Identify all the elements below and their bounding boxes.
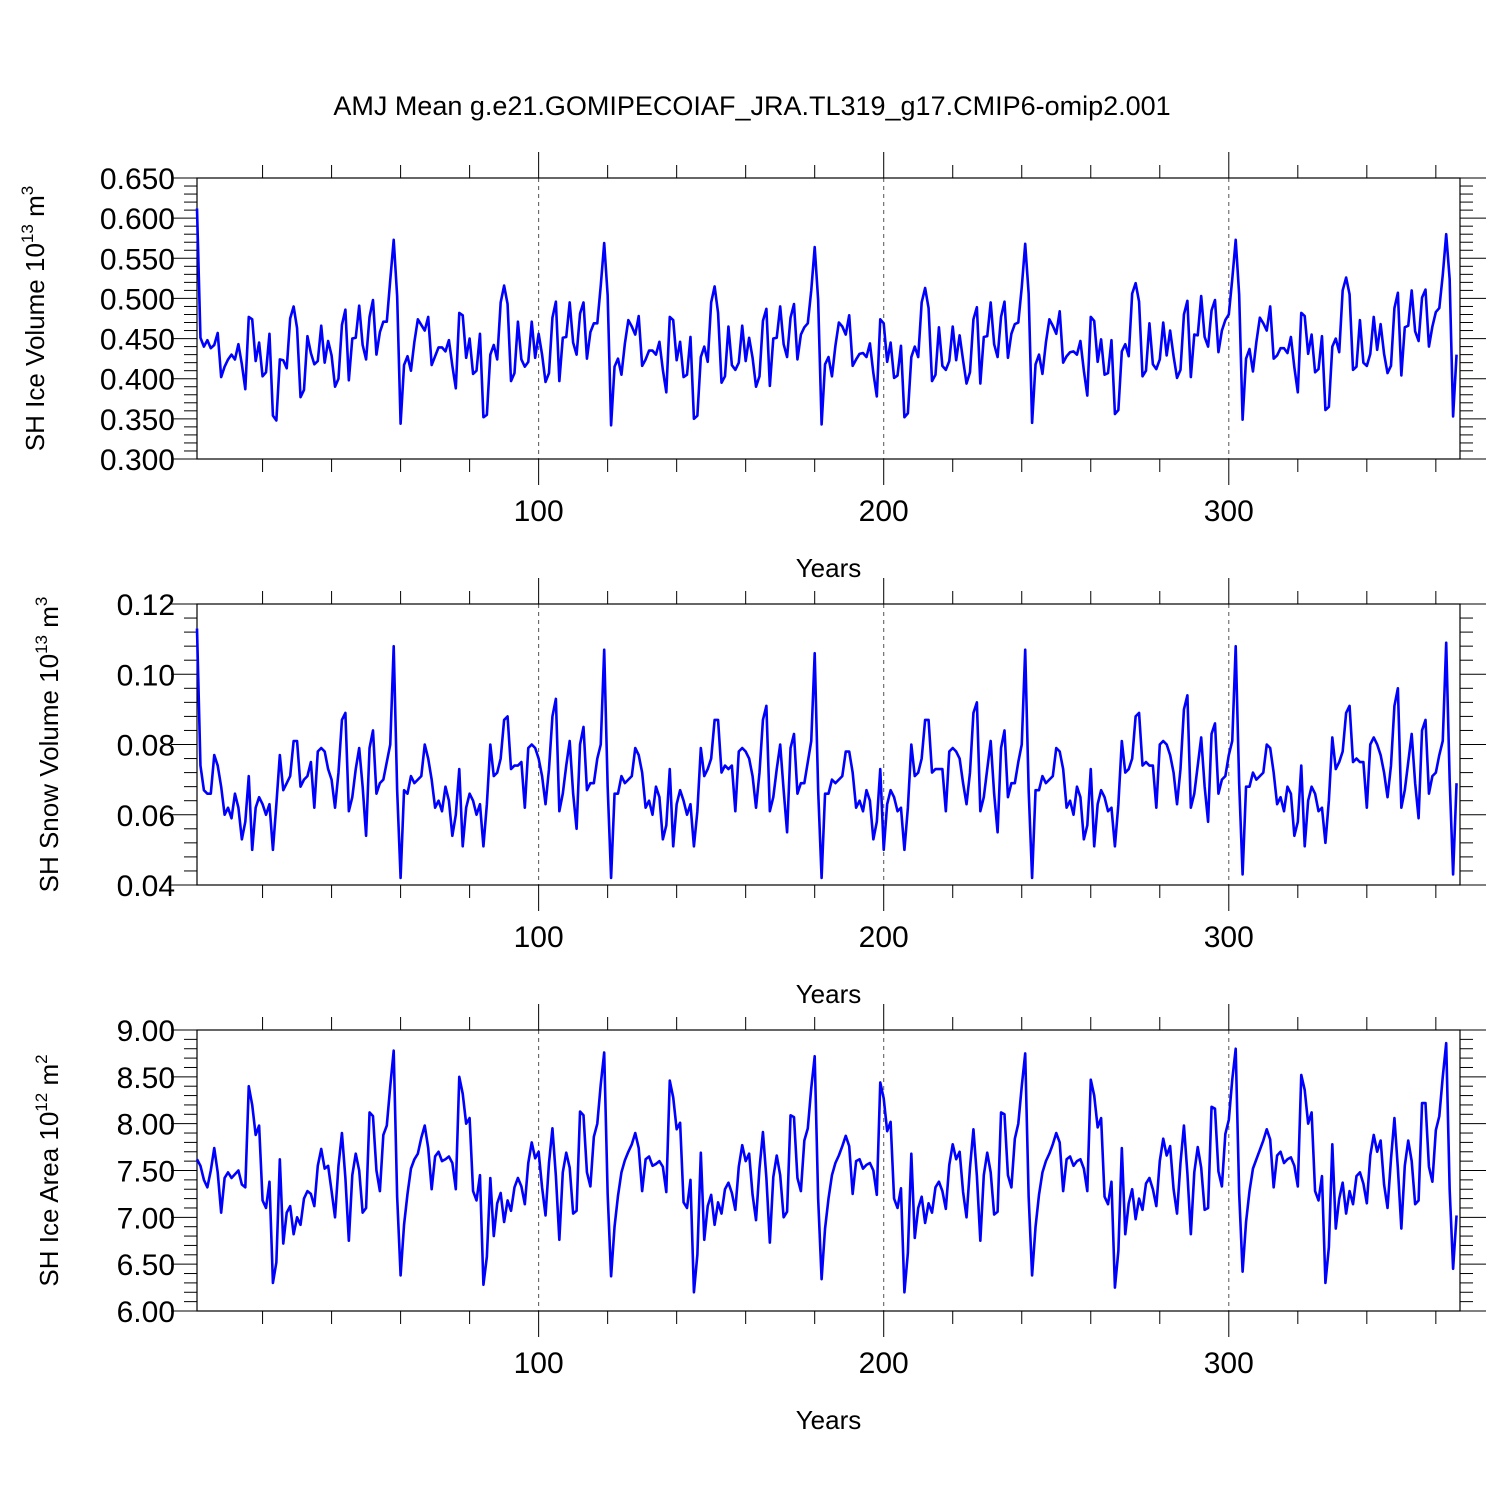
y-tick-label: 7.00 xyxy=(117,1202,175,1235)
series-line xyxy=(195,1041,1458,1294)
x-tick-label: 100 xyxy=(514,1347,564,1380)
y-tick-label: 8.00 xyxy=(117,1109,175,1142)
y-axis-label-exponent: 3 xyxy=(18,186,37,195)
y-axis-label: SH Snow Volume 1013 m3 xyxy=(32,597,64,893)
y-tick-label: 0.06 xyxy=(117,800,175,833)
series-line xyxy=(195,628,1458,880)
x-tick-label: 200 xyxy=(859,1347,909,1380)
y-tick-label: 0.650 xyxy=(100,163,175,196)
y-axis-label-exponent: 13 xyxy=(32,635,51,654)
y-axis-label-text: SH Snow Volume 10 xyxy=(34,654,64,892)
y-tick-label: 0.350 xyxy=(100,404,175,437)
plot-frame xyxy=(196,177,1461,460)
y-tick-label: 7.50 xyxy=(117,1156,175,1189)
y-tick-label: 0.10 xyxy=(117,659,175,692)
y-tick-label: 0.400 xyxy=(100,364,175,397)
y-tick-label: 8.50 xyxy=(117,1062,175,1095)
panel-snow-volume: 0.04 0.06 0.08 0.10 0.12 100 200 300 Years SH Sno… xyxy=(32,578,1486,1009)
y-tick-label: 0.12 xyxy=(117,589,175,622)
y-tick-label: 0.300 xyxy=(100,444,175,477)
x-axis-label: Years xyxy=(796,1405,862,1435)
y-axis-label-text: m xyxy=(34,606,64,635)
y-tick-label: 0.450 xyxy=(100,324,175,357)
x-tick-label: 300 xyxy=(1204,921,1254,954)
plot-frame xyxy=(196,1029,1461,1312)
x-tick-label: 100 xyxy=(514,495,564,528)
y-axis-label-text: SH Ice Volume 10 xyxy=(20,243,50,451)
y-axis-label-exponent: 3 xyxy=(32,597,51,606)
y-tick-label: 9.00 xyxy=(117,1015,175,1048)
x-tick-label: 300 xyxy=(1204,1347,1254,1380)
y-tick-label: 6.00 xyxy=(117,1296,175,1329)
y-axis-label: SH Ice Volume 1013 m3 xyxy=(18,186,50,451)
x-tick-label: 100 xyxy=(514,921,564,954)
chart-title: AMJ Mean g.e21.GOMIPECOIAF_JRA.TL319_g17… xyxy=(333,91,1170,121)
y-axis-label: SH Ice Area 1012 m2 xyxy=(32,1054,64,1286)
y-axis-label-text: m xyxy=(34,1064,64,1093)
y-tick-label: 0.550 xyxy=(100,243,175,276)
y-axis-label-text: SH Ice Area 10 xyxy=(34,1112,64,1287)
y-tick-label: 0.08 xyxy=(117,730,175,763)
y-tick-label: 6.50 xyxy=(117,1249,175,1282)
y-axis-label-exponent: 2 xyxy=(32,1054,51,1063)
y-axis-label-exponent: 13 xyxy=(18,224,37,243)
series-line xyxy=(195,208,1458,427)
x-tick-label: 300 xyxy=(1204,495,1254,528)
x-tick-label: 200 xyxy=(859,495,909,528)
y-tick-label: 0.500 xyxy=(100,283,175,316)
x-axis-label: Years xyxy=(796,553,862,583)
y-tick-label: 0.600 xyxy=(100,203,175,236)
y-tick-label: 0.04 xyxy=(117,870,175,903)
panel-ice-area: 6.00 6.50 7.00 7.50 8.00 8.50 9.00 100 200 300 Yea… xyxy=(32,1004,1486,1435)
plot-frame xyxy=(196,603,1461,886)
y-axis-label-text: m xyxy=(20,195,50,224)
x-axis-label: Years xyxy=(796,979,862,1009)
y-axis-label-exponent: 12 xyxy=(32,1093,51,1112)
x-tick-label: 200 xyxy=(859,921,909,954)
panels: 0.300 0.350 0.400 0.450 0.500 0.550 0.600 0.650… xyxy=(18,152,1486,1435)
panel-ice-volume: 0.300 0.350 0.400 0.450 0.500 0.550 0.600 0.650… xyxy=(18,152,1486,583)
